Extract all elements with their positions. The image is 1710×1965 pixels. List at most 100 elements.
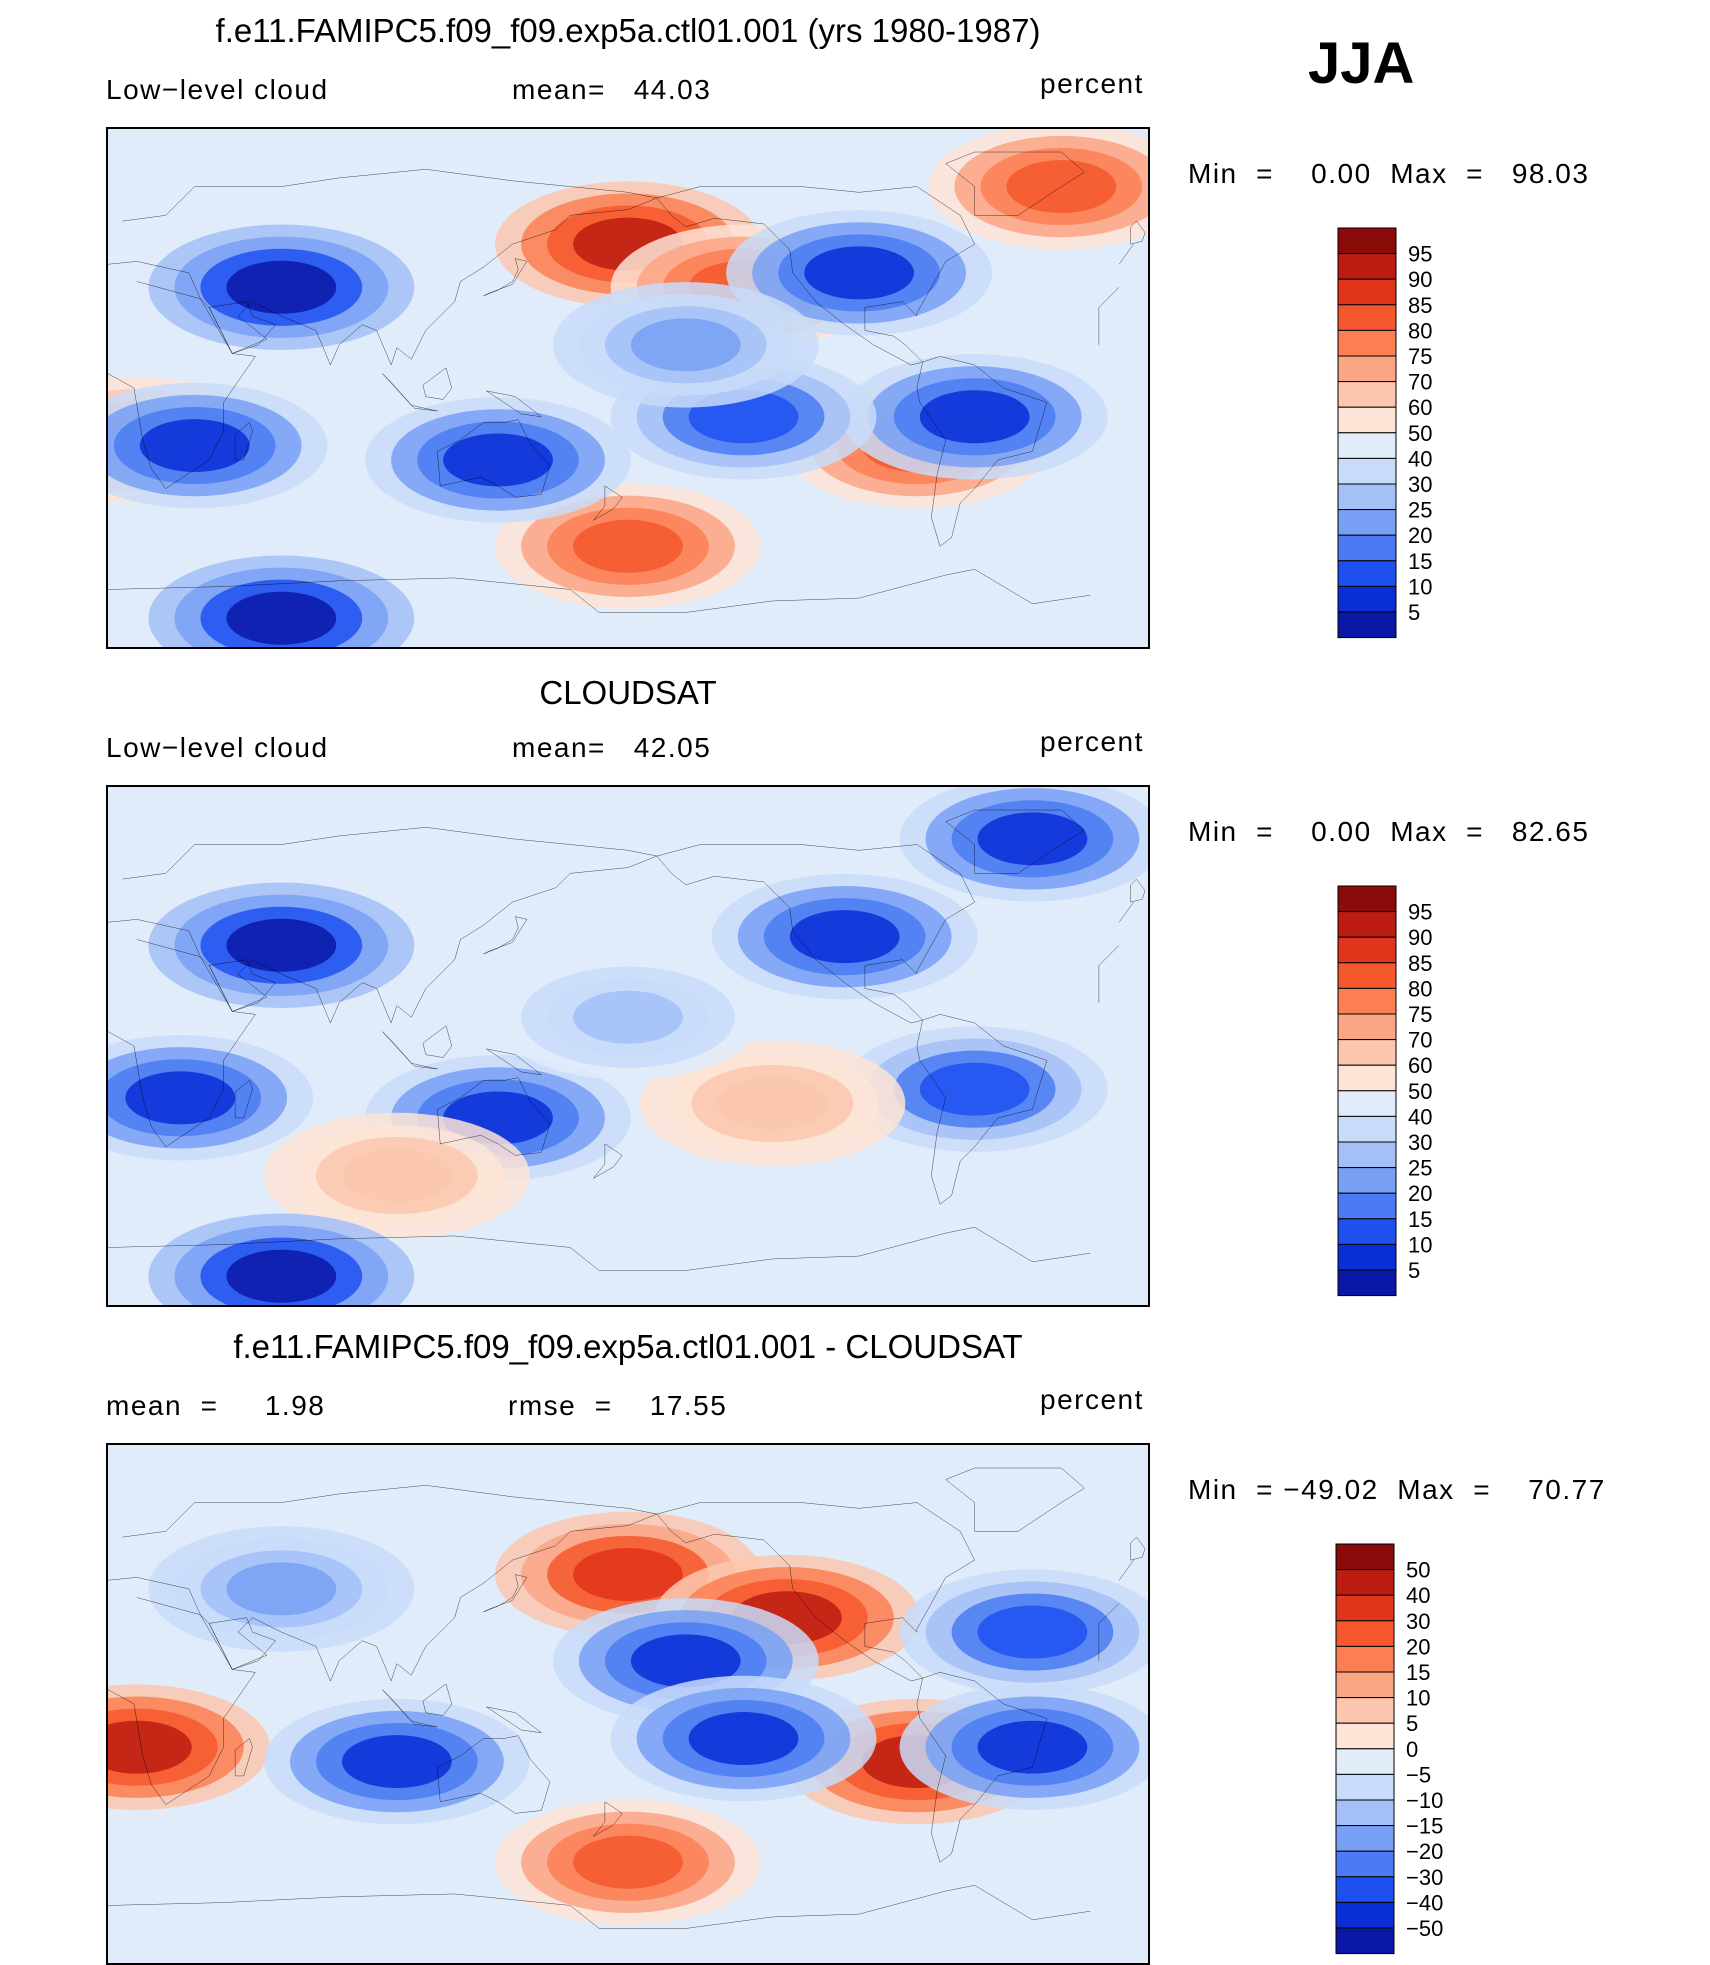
colorbar-label-1-13: 10	[1408, 1232, 1432, 1257]
coastline-0-13	[235, 423, 252, 460]
contour-region-1-6-1	[342, 1149, 452, 1202]
colorbar-box-0-7	[1337, 406, 1397, 434]
colorbar-box-0-15	[1337, 611, 1397, 639]
colorbar-label-1-5: 70	[1408, 1028, 1432, 1053]
contour-region-1-1-1	[125, 1071, 236, 1125]
coastline-1-4	[657, 845, 975, 1023]
colorbar-label-2-13: −40	[1406, 1890, 1443, 1915]
coastline-0-7	[108, 569, 1090, 612]
contour-region-0-10-1	[804, 246, 914, 300]
contour-region-2-10-1	[226, 1562, 337, 1616]
colorbar-box-0-2	[1337, 278, 1397, 306]
coastline-2-13	[235, 1739, 252, 1776]
colorbar-box-0-4	[1337, 329, 1397, 357]
colorbar-box-1-15	[1337, 1269, 1397, 1297]
contour-region-2-8-1	[977, 1720, 1088, 1774]
panel-2-variable-label: Low−level cloud	[106, 732, 329, 763]
colorbar-label-2-5: 10	[1406, 1686, 1430, 1711]
coastline-1-0	[108, 940, 1119, 1147]
panel-1-map-plot	[108, 129, 1148, 647]
coastline-2-8	[484, 1575, 527, 1612]
colorbar-box-1-5	[1337, 1013, 1397, 1041]
panel-2-colorbar: 95 90 85 80 75 70 60 50 40 30 25 20 15 10 5	[1337, 884, 1468, 1304]
coastline-1-1	[108, 827, 1134, 1023]
coastline-0-0	[108, 282, 1119, 489]
colorbar-box-1-6	[1337, 1039, 1397, 1066]
colorbar-label-1-10: 25	[1408, 1156, 1432, 1181]
colorbar-label-2-11: −20	[1406, 1839, 1443, 1864]
colorbar-box-1-0	[1337, 885, 1397, 913]
colorbar-box-0-12	[1337, 534, 1397, 562]
panel-1-units-label: percent	[1040, 68, 1144, 99]
colorbar-box-1-7	[1337, 1064, 1397, 1092]
colorbar-label-2-6: 5	[1406, 1711, 1418, 1736]
panel-2-units-label: percent	[1040, 726, 1144, 757]
coastline-1-7	[108, 1227, 1090, 1270]
colorbar-label-0-2: 85	[1408, 293, 1432, 318]
panel-3-minmax: Min = −49.02 Max = 70.77	[1188, 1474, 1606, 1505]
colorbar-label-2-14: −50	[1406, 1916, 1443, 1941]
coastline-1-5	[917, 1014, 1047, 1204]
panel-3-rmse-label: rmse = 17.55	[508, 1390, 728, 1421]
colorbar-label-1-1: 90	[1408, 925, 1432, 950]
colorbar-box-2-3	[1335, 1620, 1395, 1647]
colorbar-box-1-3	[1337, 962, 1397, 989]
colorbar-label-2-7: 0	[1406, 1737, 1418, 1762]
contour-region-0-7-1	[139, 419, 250, 473]
panel-3-title: f.e11.FAMIPC5.f09_f09.exp5a.ctl01.001 - …	[233, 1328, 1023, 1365]
contour-region-2-6-1	[342, 1735, 452, 1789]
colorbar-box-2-5	[1335, 1671, 1395, 1699]
coastline-0-14	[1131, 221, 1145, 244]
contour-region-1-3-1	[919, 1062, 1030, 1116]
coastline-2-4	[657, 1503, 975, 1681]
colorbar-label-0-10: 25	[1408, 498, 1432, 523]
panel-3-colorbar: 50 40 30 20 15 10 5 0 −5 −10 −15 −20 −30 −40 −50	[1332, 1542, 1468, 1962]
colorbar-label-0-3: 80	[1408, 318, 1432, 343]
contour-region-1-0-1	[226, 918, 337, 972]
colorbar-label-2-8: −5	[1406, 1762, 1431, 1787]
colorbar-box-2-0	[1335, 1543, 1395, 1571]
colorbar-label-1-8: 40	[1408, 1104, 1432, 1129]
colorbar-label-1-6: 60	[1408, 1053, 1432, 1078]
coastline-0-9	[423, 368, 452, 400]
contour-region-0-4-1	[573, 519, 683, 573]
coastline-1-2	[209, 960, 275, 1012]
colorbar-box-0-5	[1337, 355, 1397, 383]
panel-1-variable-label: Low−level cloud	[106, 74, 329, 105]
colorbar-box-1-9	[1337, 1115, 1397, 1143]
panel-2-mean-label: mean= 42.05	[512, 732, 712, 763]
contour-region-1-9-1	[226, 1249, 337, 1303]
colorbar-label-0-6: 60	[1408, 395, 1432, 420]
colorbar-label-0-4: 75	[1408, 344, 1432, 369]
panel-3-map-plot	[108, 1445, 1148, 1963]
colorbar-label-0-5: 70	[1408, 370, 1432, 395]
contour-region-0-9-1	[919, 390, 1030, 444]
colorbar-box-2-10	[1335, 1799, 1395, 1827]
contour-region-1-7-1	[717, 1077, 828, 1131]
colorbar-box-0-0	[1337, 227, 1397, 255]
contour-region-0-6-1	[226, 260, 337, 314]
colorbar-box-1-13	[1337, 1218, 1397, 1245]
colorbar-box-0-8	[1337, 432, 1397, 459]
panel-3-mean-label: mean = 1.98	[106, 1390, 326, 1421]
coastline-0-4	[657, 187, 975, 365]
contour-region-2-7-1	[688, 1712, 799, 1766]
panel-1-map	[106, 127, 1150, 649]
colorbar-label-2-10: −15	[1406, 1814, 1443, 1839]
colorbar-label-1-14: 5	[1408, 1258, 1420, 1283]
colorbar-label-0-0: 95	[1408, 242, 1432, 267]
contour-region-1-4-1	[789, 910, 900, 964]
colorbar-box-2-1	[1335, 1569, 1395, 1596]
colorbar-label-0-14: 5	[1408, 600, 1420, 625]
coastline-2-11	[486, 1707, 541, 1733]
contour-region-2-0-1	[573, 1548, 683, 1601]
colorbar-label-1-9: 30	[1408, 1130, 1432, 1155]
panel-2-map	[106, 785, 1150, 1307]
colorbar-label-2-2: 30	[1406, 1609, 1430, 1634]
colorbar-box-1-8	[1337, 1090, 1397, 1117]
contour-region-2-3-1	[108, 1720, 192, 1774]
colorbar-box-2-11	[1335, 1825, 1395, 1852]
